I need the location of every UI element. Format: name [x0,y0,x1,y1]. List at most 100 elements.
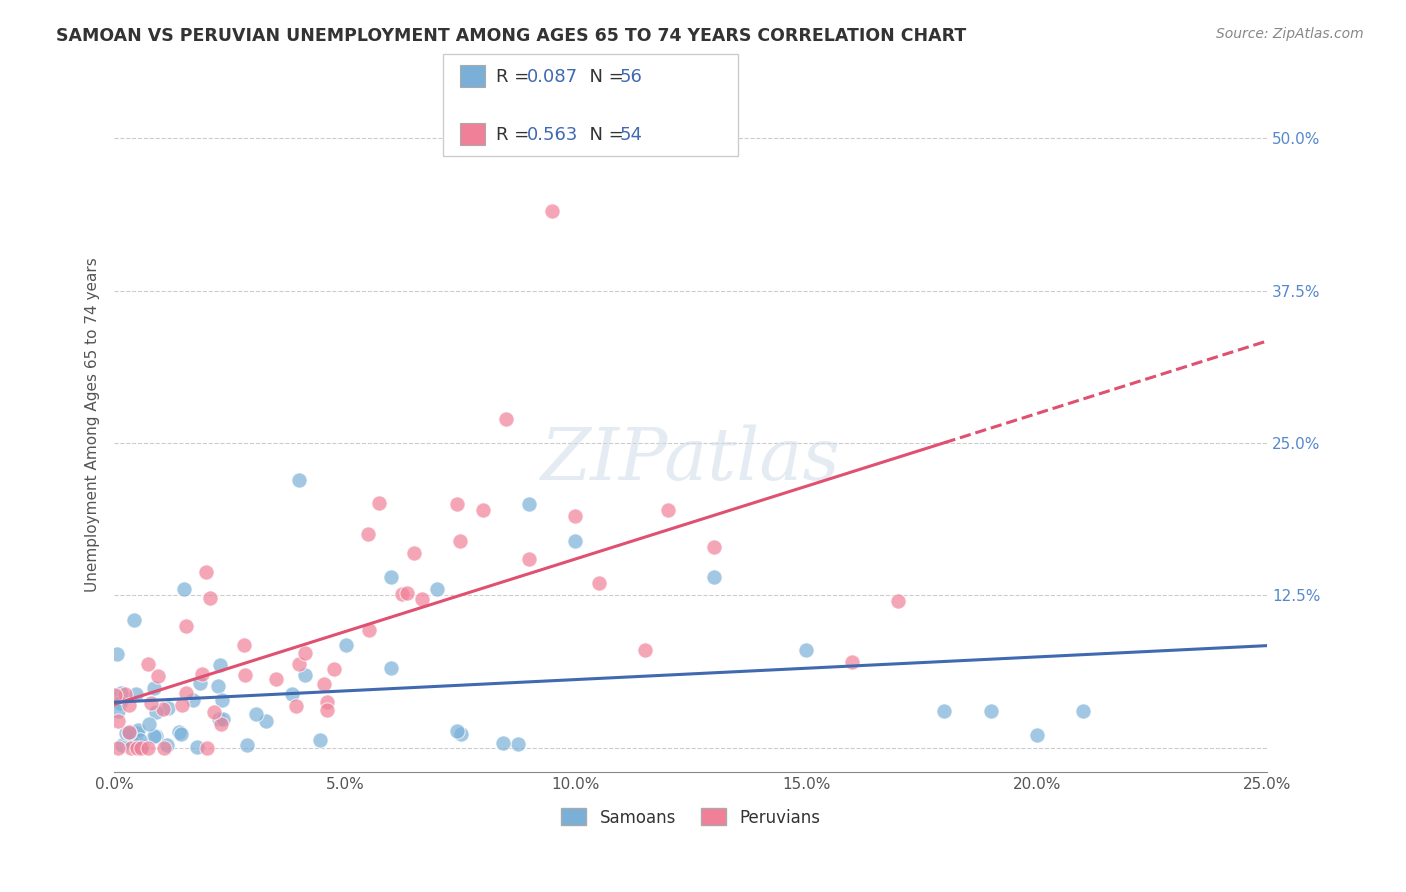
Point [114,687,136,701]
Point [245,707,267,722]
Point [115,726,138,740]
Text: R =: R = [496,68,536,86]
Point [841,656,863,670]
Point [980,704,1002,718]
Point [105,648,128,662]
Point [143,681,166,696]
Point [316,695,339,709]
Point [136,657,159,671]
Point [287,473,309,487]
Point [517,551,540,566]
Text: 0.563: 0.563 [527,126,579,144]
Point [492,736,515,750]
Point [564,509,586,524]
Point [131,739,153,753]
Point [152,740,174,755]
Point [118,726,141,740]
Point [887,594,910,608]
Text: N =: N = [578,68,630,86]
Point [142,729,165,743]
Point [934,704,956,718]
Point [335,638,357,652]
Point [198,591,221,606]
Point [280,687,302,701]
Point [703,540,725,554]
Point [152,702,174,716]
Point [316,703,339,717]
Point [391,586,413,600]
Text: 54: 54 [620,126,643,144]
Point [107,714,129,729]
Point [446,724,468,739]
Point [129,740,152,755]
Point [125,740,148,755]
Text: SAMOAN VS PERUVIAN UNEMPLOYMENT AMONG AGES 65 TO 74 YEARS CORRELATION CHART: SAMOAN VS PERUVIAN UNEMPLOYMENT AMONG AG… [56,27,966,45]
Point [169,724,191,739]
Text: Source: ZipAtlas.com: Source: ZipAtlas.com [1216,27,1364,41]
Point [264,673,287,687]
Point [141,696,163,710]
Text: R =: R = [496,126,536,144]
Point [128,732,150,747]
Point [426,582,449,597]
Point [174,686,197,700]
Point [111,738,134,752]
Point [127,723,149,737]
Point [323,662,346,676]
Point [186,740,208,755]
Point [254,714,277,728]
Point [148,669,170,683]
Point [122,613,145,627]
Point [380,570,402,584]
Point [288,657,311,672]
Point [472,503,495,517]
Point [232,638,254,652]
Point [121,735,143,749]
Point [211,693,233,707]
Point [564,533,586,548]
Point [104,689,127,703]
Point [174,618,197,632]
Point [145,705,167,719]
Point [794,643,817,657]
Point [145,729,167,743]
Point [120,740,142,755]
Point [357,527,380,541]
Text: 0.087: 0.087 [527,68,578,86]
Point [209,717,232,731]
Text: N =: N = [578,126,630,144]
Point [368,496,391,510]
Point [191,667,214,681]
Point [194,565,217,579]
Point [703,570,725,584]
Text: ZIPatlas: ZIPatlas [541,425,841,495]
Point [314,677,336,691]
Point [357,623,380,637]
Point [411,591,433,606]
Point [1071,704,1094,718]
Point [136,740,159,755]
Y-axis label: Unemployment Among Ages 65 to 74 years: Unemployment Among Ages 65 to 74 years [86,258,100,592]
Point [209,658,232,673]
Point [202,706,225,720]
Point [195,740,218,755]
Point [207,679,229,693]
Point [107,704,129,718]
Point [107,740,129,755]
Point [172,698,194,712]
Point [541,204,564,219]
Point [657,503,679,517]
Point [633,643,655,657]
Point [233,667,256,681]
Point [127,726,149,740]
Point [188,676,211,690]
Point [173,582,195,597]
Point [110,686,132,700]
Point [1025,729,1047,743]
Point [446,497,468,511]
Point [294,646,316,660]
Point [449,533,471,548]
Point [309,732,332,747]
Point [588,576,610,591]
Point [450,727,472,741]
